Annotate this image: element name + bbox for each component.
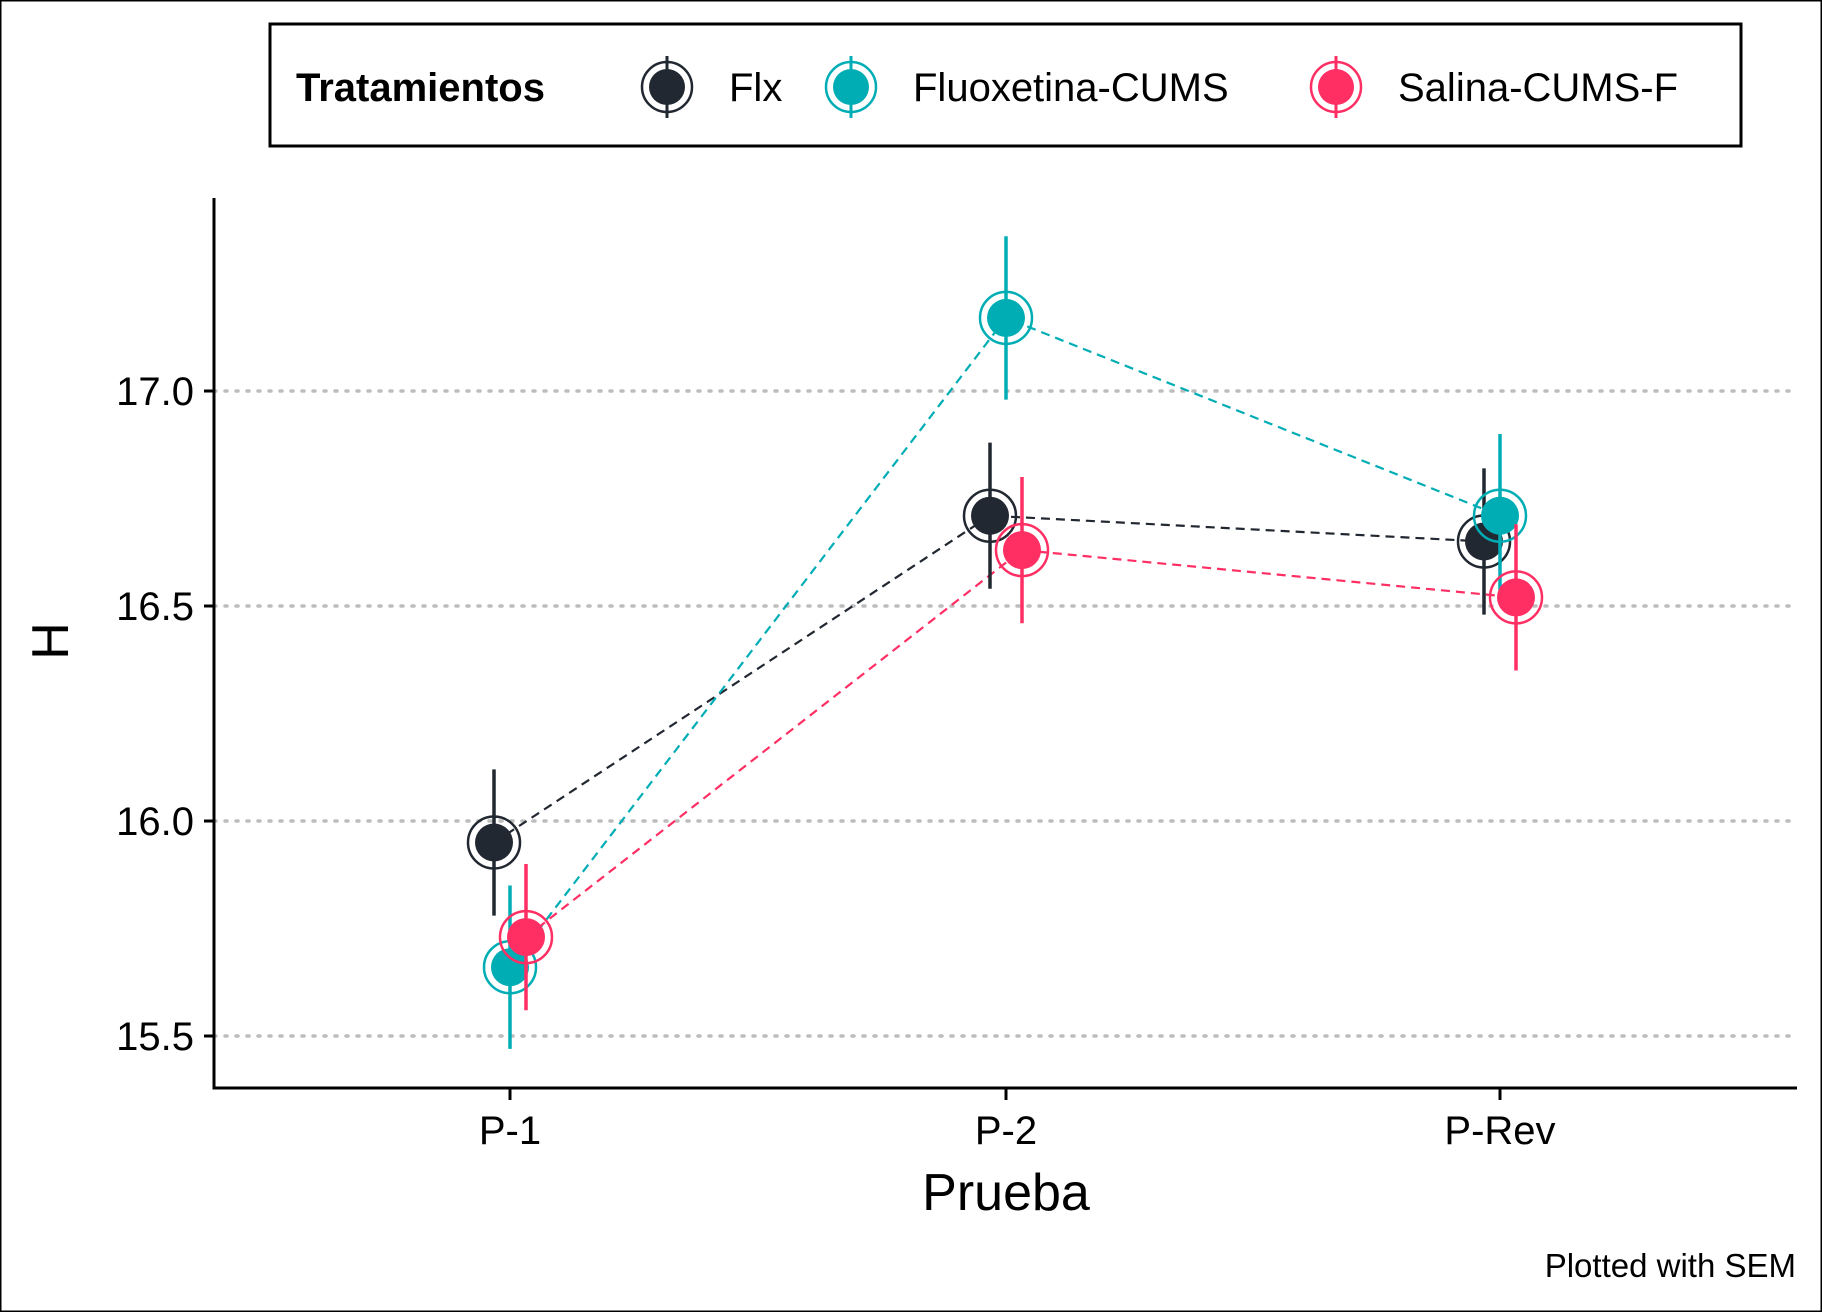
legend-box <box>268 22 1743 148</box>
series-group <box>482 236 1528 1049</box>
data-point <box>971 496 1009 535</box>
legend-label: Flx <box>729 66 782 110</box>
series-group <box>498 477 1544 1011</box>
y-axis-title: H <box>22 622 80 660</box>
legend-label: Fluoxetina-CUMS <box>913 66 1229 110</box>
y-tick-label: 16.0 <box>116 800 194 844</box>
legend-key-point <box>1318 69 1354 105</box>
legend-key-ring <box>1309 60 1363 114</box>
point-ring <box>1488 570 1544 625</box>
data-point <box>1497 578 1535 617</box>
caption: Plotted with SEM <box>1545 1247 1796 1284</box>
legend-key-ring <box>640 60 694 114</box>
point-ring <box>498 909 554 965</box>
legend-label: Salina-CUMS-F <box>1398 66 1678 110</box>
legend-title: Tratamientos <box>296 66 545 110</box>
legend-key-point <box>833 69 869 105</box>
data-point <box>507 918 545 957</box>
x-tick-label: P-2 <box>975 1109 1037 1153</box>
y-tick-label: 15.5 <box>116 1015 194 1059</box>
legend-key-ring <box>824 60 878 114</box>
data-point <box>1003 531 1041 570</box>
legend: Tratamientos Flx Fluoxetina-CUMS Salina-CU… <box>268 22 1743 148</box>
data-point <box>491 948 529 987</box>
point-ring <box>1472 488 1528 543</box>
point-ring <box>978 290 1034 346</box>
y-tick-label: 17.0 <box>116 370 194 414</box>
x-ticks: P-1 P-2 P-Rev <box>479 1088 1556 1153</box>
x-tick-label: P-1 <box>479 1109 541 1153</box>
point-ring <box>962 488 1018 543</box>
data-point <box>1481 496 1519 535</box>
data-point <box>475 823 513 862</box>
series-layer <box>466 236 1544 1049</box>
point-ring <box>466 815 522 870</box>
legend-items: Flx Fluoxetina-CUMS Salina-CUMS-F <box>640 56 1678 118</box>
point-ring <box>994 522 1050 578</box>
y-ticks: 15.5 16.0 16.5 17.0 <box>116 370 214 1059</box>
x-axis-title: Prueba <box>922 1164 1090 1222</box>
data-point <box>987 298 1025 337</box>
x-tick-label: P-Rev <box>1444 1109 1555 1153</box>
legend-key-point <box>649 69 685 105</box>
y-tick-label: 16.5 <box>116 585 194 629</box>
